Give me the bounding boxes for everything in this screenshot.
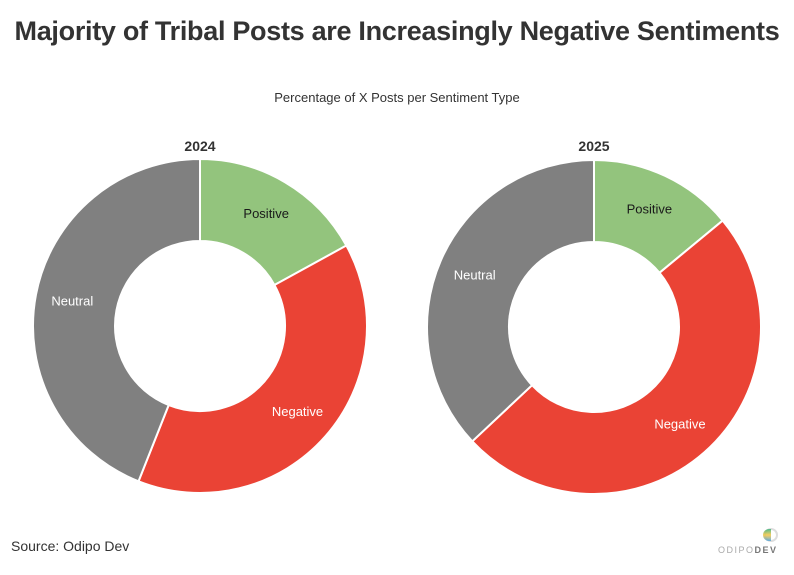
logo-text: ODIPODEV [718, 545, 778, 555]
donut-2025-label-positive: Positive [627, 201, 673, 216]
logo-dots-icon [763, 529, 771, 541]
donut-2024-title: 2024 [184, 138, 216, 154]
donut-2025-slice-negative [470, 219, 762, 495]
donut-2025-title: 2025 [578, 138, 610, 154]
donut-2025-slice-neutral [426, 158, 595, 443]
donut-2024-slice-neutral [32, 157, 201, 483]
donut-2025-label-neutral: Neutral [454, 267, 496, 282]
donut-2024-label-positive: Positive [243, 206, 289, 221]
chart-title: Majority of Tribal Posts are Increasingl… [14, 16, 780, 46]
source-note: Source: Odipo Dev [11, 538, 130, 554]
donut-2024-label-negative: Negative [272, 404, 323, 419]
chart-subtitle: Percentage of X Posts per Sentiment Type [274, 90, 520, 105]
donut-2024-slice-positive [199, 157, 348, 287]
donut-2024-label-neutral: Neutral [51, 294, 93, 309]
donut-2025-label-negative: Negative [654, 417, 705, 432]
odipo-dev-logo: ODIPODEV [718, 528, 788, 558]
donut-2024-slice-negative [137, 244, 368, 494]
